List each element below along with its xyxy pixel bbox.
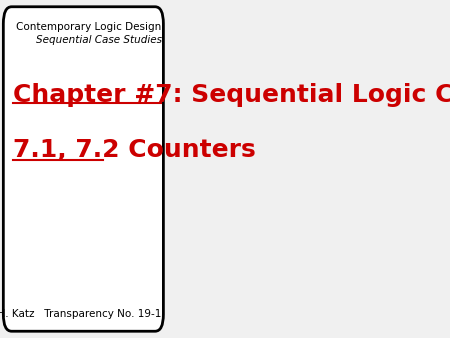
Text: © R.H. Katz   Transparency No. 19-1: © R.H. Katz Transparency No. 19-1 [0, 309, 162, 319]
Text: Contemporary Logic Design: Contemporary Logic Design [17, 22, 162, 32]
Text: Chapter #7: Sequential Logic Case Studies: Chapter #7: Sequential Logic Case Studie… [14, 82, 450, 107]
FancyBboxPatch shape [3, 7, 163, 331]
Text: Sequential Case Studies: Sequential Case Studies [36, 35, 162, 46]
Text: 7.1, 7.2 Counters: 7.1, 7.2 Counters [14, 138, 256, 163]
